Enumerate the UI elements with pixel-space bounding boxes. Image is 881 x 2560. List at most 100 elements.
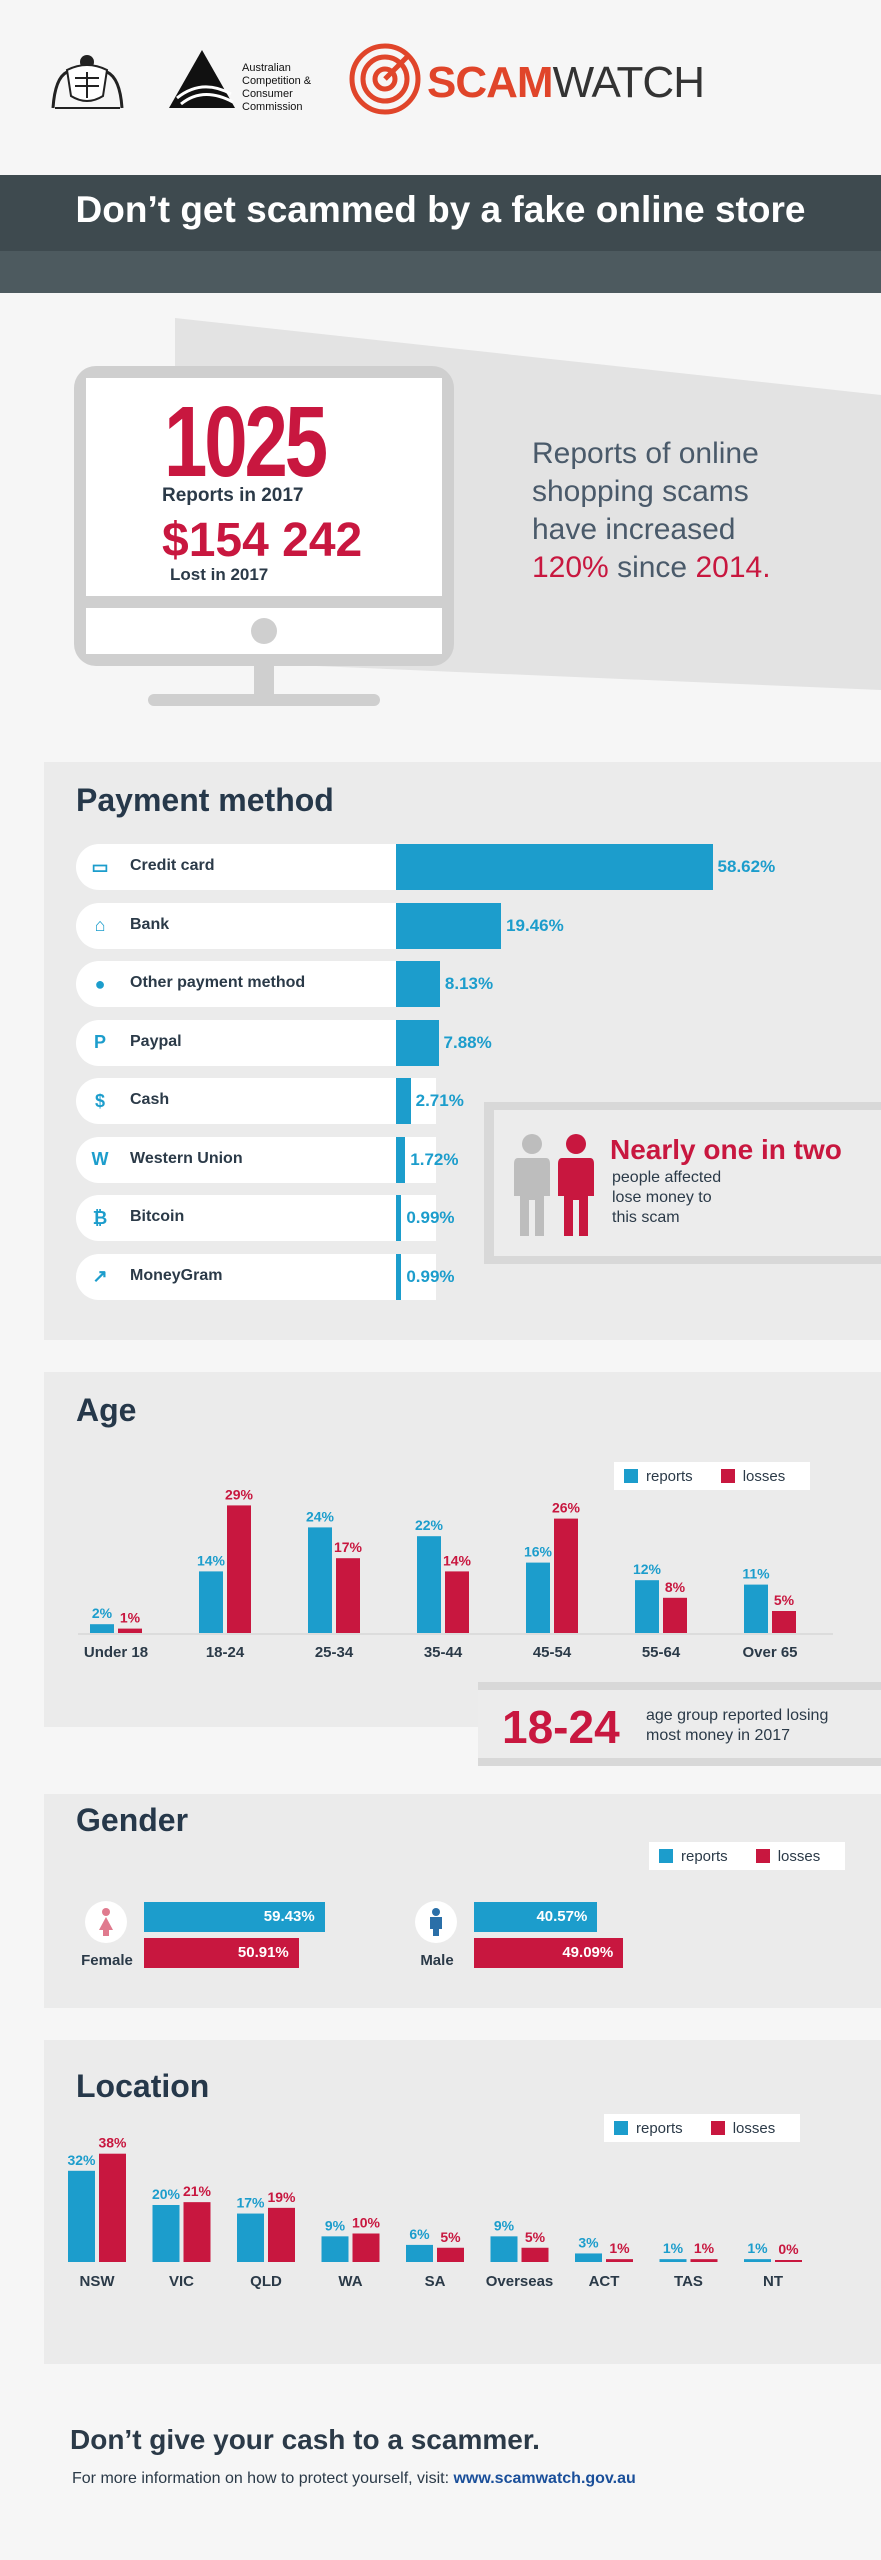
payment-label: Bitcoin xyxy=(130,1208,185,1225)
title-band: Don’t get scammed by a fake online store xyxy=(0,175,881,293)
header-logos: Australian Competition & Consumer Commis… xyxy=(45,40,845,130)
losses-bar xyxy=(268,2207,295,2262)
losses-bar xyxy=(772,1611,796,1633)
payment-row: $ Cash xyxy=(76,1078,436,1124)
reports-bar xyxy=(744,2259,771,2262)
losses-value-label: 29% xyxy=(225,1486,254,1502)
legend-reports-swatch xyxy=(614,2121,628,2135)
age-title: Age xyxy=(76,1392,137,1428)
reports-value-label: 3% xyxy=(578,2234,599,2250)
gender-label-female: Female xyxy=(81,1952,133,1969)
increase-text: Reports of online shopping scams have in… xyxy=(532,437,771,584)
reports-value-label: 16% xyxy=(524,1544,553,1560)
losses-value-label: 1% xyxy=(609,2240,630,2256)
reports-bar: 40.57% xyxy=(474,1902,598,1932)
age-highlight-value: 18-24 xyxy=(502,1701,620,1753)
losses-bar xyxy=(227,1505,251,1633)
category-label: 25-34 xyxy=(315,1644,354,1661)
payment-row: ₿ Bitcoin xyxy=(76,1195,436,1241)
losses-bar xyxy=(690,2259,718,2262)
reports-value-label: 24% xyxy=(306,1508,335,1524)
scamwatch-link[interactable]: www.scamwatch.gov.au xyxy=(453,2470,636,2487)
reports-bar xyxy=(199,1571,223,1633)
payment-bar xyxy=(396,844,713,890)
losses-value-label: 1% xyxy=(120,1610,141,1626)
losses-value-label: 38% xyxy=(98,2135,127,2151)
category-label: Overseas xyxy=(486,2273,554,2290)
location-title: Location xyxy=(76,2068,210,2104)
payment-row: P Paypal xyxy=(76,1019,436,1066)
payment-bar xyxy=(396,1195,402,1241)
reports-bar xyxy=(575,2253,602,2262)
category-label: SA xyxy=(425,2273,446,2290)
reports-value-label: 32% xyxy=(67,2152,96,2168)
increase-pct: 120% xyxy=(532,551,609,584)
reports-bar xyxy=(237,2213,264,2262)
people-icon xyxy=(514,1134,594,1236)
reports-value-label: 1% xyxy=(747,2240,768,2256)
losses-value-label: 1% xyxy=(694,2240,715,2256)
scamwatch-wordmark: SCAMWATCH xyxy=(427,58,705,108)
losses-value-label: 49.09% xyxy=(562,1944,614,1961)
losses-value-label: 19% xyxy=(267,2189,296,2205)
payment-row: ⌂ Bank xyxy=(76,902,436,949)
reports-bar xyxy=(321,2236,349,2262)
losses-value-label: 0% xyxy=(778,2241,799,2257)
reports-value-label: 12% xyxy=(633,1561,662,1577)
age-section: Age reports losses 2% 1% Under 18 14% 29% 18-… xyxy=(44,1372,881,1727)
category-label: 18-24 xyxy=(206,1644,245,1661)
category-label: ACT xyxy=(589,2273,620,2290)
reports-value-label: 59.43% xyxy=(263,1908,315,1925)
losses-bar xyxy=(521,2247,549,2262)
credit-card-icon: ▭ xyxy=(84,851,116,883)
bank-icon: ⌂ xyxy=(84,909,116,942)
location-chart: 32%38% NSW 20% 21% VIC 17% 19% QLD 9% 10% WA 6% 5% SA… xyxy=(67,2135,802,2290)
reports-bar xyxy=(68,2170,95,2262)
reports-bar xyxy=(744,1584,768,1633)
reports-value-label: 40.57% xyxy=(536,1908,588,1925)
reports-bar xyxy=(406,2244,433,2262)
reports-bar: 59.43% xyxy=(144,1902,325,1932)
coat-of-arms-icon xyxy=(51,55,124,109)
losses-bar xyxy=(445,1571,469,1633)
reports-value-label: 17% xyxy=(236,2195,265,2211)
losses-value-label: 14% xyxy=(443,1552,472,1568)
payment-value-label: 1.72% xyxy=(410,1149,459,1169)
reports-value-label: 9% xyxy=(325,2217,346,2233)
payment-label: Other payment method xyxy=(130,974,306,991)
reports-value-label: 20% xyxy=(152,2186,181,2202)
losses-bar xyxy=(352,2233,380,2262)
increase-year: 2014. xyxy=(695,551,771,584)
payment-bar xyxy=(396,902,502,949)
category-label: NSW xyxy=(80,2273,116,2290)
legend-reports-swatch xyxy=(624,1469,638,1483)
reports-bar xyxy=(308,1527,332,1633)
nearly-title: Nearly one in two xyxy=(610,1134,842,1165)
losses-value-label: 8% xyxy=(665,1579,686,1595)
losses-bar xyxy=(554,1518,578,1633)
losses-bar: 50.91% xyxy=(144,1938,299,1968)
reports-bar xyxy=(152,2205,180,2262)
reports-label: Reports in 2017 xyxy=(162,485,304,506)
losses-bar xyxy=(118,1628,142,1633)
category-label: Over 65 xyxy=(742,1644,797,1661)
losses-bar xyxy=(663,1597,687,1633)
location-legend: reports losses xyxy=(604,2114,800,2142)
losses-bar: 49.09% xyxy=(474,1938,624,1968)
payment-bar xyxy=(396,1078,411,1124)
nearly-callout: Nearly one in two people affected lose m… xyxy=(484,1102,881,1264)
gender-title: Gender xyxy=(76,1802,189,1838)
payment-value-label: 8.13% xyxy=(444,974,494,993)
reports-bar xyxy=(90,1624,114,1633)
paypal-icon: P xyxy=(84,1026,116,1059)
piggy-bank-icon: ● xyxy=(84,968,116,1000)
payment-title: Payment method xyxy=(76,782,334,818)
losses-value-label: 5% xyxy=(525,2229,546,2245)
accc-name: Australian Competition & Consumer Commis… xyxy=(242,62,312,113)
losses-value-label: 26% xyxy=(552,1500,581,1516)
reports-bar xyxy=(490,2236,518,2262)
payment-label: Credit card xyxy=(130,857,215,874)
category-label: WA xyxy=(338,2273,362,2290)
payment-label: Paypal xyxy=(130,1032,182,1050)
payment-value-label: 58.62% xyxy=(717,857,776,876)
